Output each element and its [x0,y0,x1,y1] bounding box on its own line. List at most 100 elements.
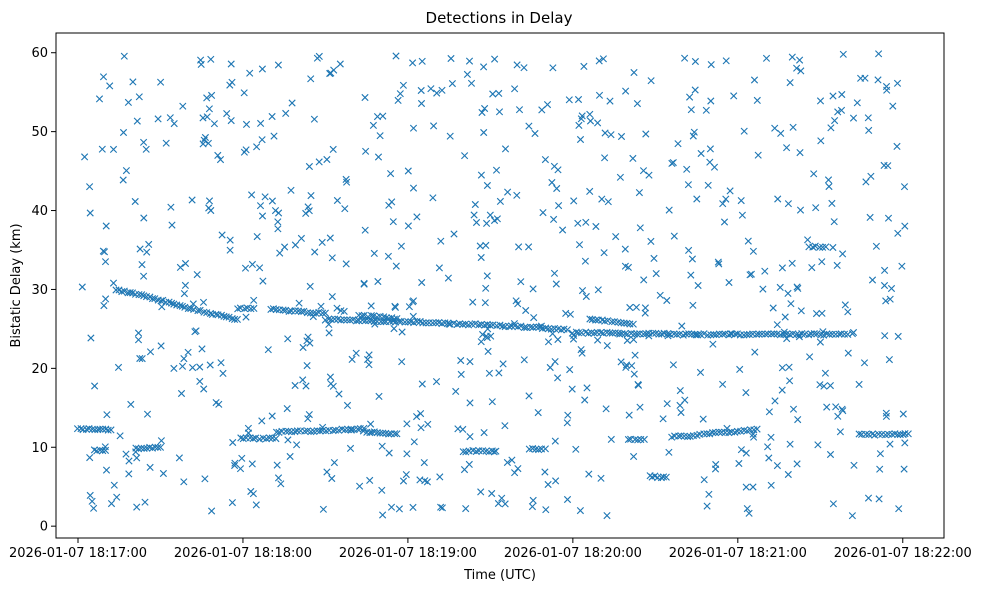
detection-point [429,194,437,202]
detection-point [630,336,638,344]
detection-point [828,199,836,207]
detection-point [315,52,323,60]
detection-point [409,503,417,511]
detection-point [532,445,540,453]
detection-point [893,142,901,150]
detection-point [710,330,718,339]
detection-point [477,488,485,496]
detection-point [687,271,695,279]
detection-point [143,410,152,418]
detection-point [810,330,818,338]
detection-point [761,330,769,338]
x-tick-label: 2026-01-07 18:19:00 [339,546,477,561]
detection-point [135,93,143,101]
detection-point [645,332,653,340]
x-tick-label: 2026-01-07 18:18:00 [174,546,312,561]
detection-point [753,425,761,433]
detection-point [129,78,137,86]
x-axis: 2026-01-07 18:17:00 2026-01-07 18:18:00 20… [9,538,972,561]
detection-point [607,131,615,139]
detection-point [132,448,140,456]
detection-point [694,281,702,290]
detection-point [594,336,602,344]
detection-point [700,476,708,484]
detection-point [205,197,214,205]
detection-point [636,224,644,232]
detection-point [662,473,670,481]
detection-point [122,450,130,458]
detection-point [777,129,785,137]
detection-point [203,94,211,102]
detection-point [541,468,549,476]
detection-point [486,211,494,219]
detection-point [736,365,744,373]
detection-point [325,315,333,323]
detection-point [87,334,95,342]
detection-point [699,415,707,423]
detection-point [200,308,208,316]
detection-point [755,330,763,338]
detection-point [481,104,489,113]
detection-point [675,432,683,440]
detection-point [546,363,554,372]
detection-point [586,110,594,118]
detection-point [601,154,609,162]
detection-point [494,499,502,508]
detection-point [471,200,479,209]
detection-point [201,133,209,142]
detection-point [514,465,522,473]
detection-point [715,260,723,268]
detection-point [862,178,870,186]
detection-point [466,399,474,407]
detection-point [814,441,822,449]
detection-point [404,222,412,230]
detection-point [366,476,374,484]
detection-point [168,299,176,307]
detection-point [687,106,695,114]
detection-point [881,266,889,274]
detection-point [700,430,708,438]
detection-point [188,196,196,204]
detection-point [762,54,771,62]
detection-point [617,132,626,141]
detection-point [808,264,816,272]
detection-point [630,68,638,77]
detection-point [274,218,282,226]
detection-point [413,213,421,221]
detection-point [297,308,305,316]
detection-point [740,127,748,135]
detection-point [747,270,755,278]
detection-point [281,243,289,251]
detection-point [652,270,660,278]
detection-point [122,167,130,175]
detection-point [95,95,104,103]
detection-point [484,347,492,355]
detection-point [462,505,470,513]
detection-point [769,304,777,312]
detection-point [812,204,820,212]
detection-point [305,162,313,171]
detection-point [526,323,535,331]
detection-point [194,307,202,315]
detection-point [467,79,476,87]
detection-point [673,330,681,338]
detection-point [259,277,267,285]
detection-point [86,454,94,462]
detection-point [607,435,615,443]
detection-point [323,468,331,476]
detection-point [848,512,856,520]
detection-point [178,362,187,370]
detection-point [889,102,897,110]
detection-point [647,77,655,85]
detection-point [703,502,711,510]
y-tick-label: 40 [31,204,48,219]
detection-point [746,271,754,279]
detection-point [581,257,589,265]
detection-point [244,424,252,432]
detection-point [231,315,239,323]
detection-point [625,411,633,419]
detection-point [855,380,863,388]
detection-point [347,425,355,433]
detection-point [726,187,734,195]
detection-point [193,271,201,279]
